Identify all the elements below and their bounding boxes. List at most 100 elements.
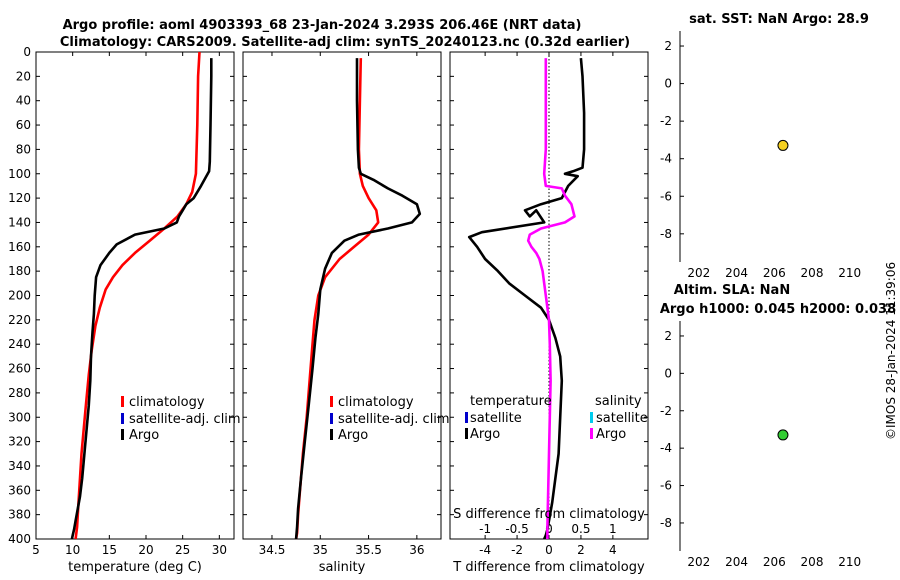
x-tick-label: 202 bbox=[687, 266, 710, 280]
series-line-argo bbox=[70, 58, 213, 540]
x-tick-label: 206 bbox=[763, 555, 786, 569]
y-tick-label: 0 bbox=[664, 366, 672, 380]
sst-points bbox=[777, 139, 789, 151]
legend-swatch-s-satellite bbox=[590, 412, 593, 423]
x-tick-label: 1 bbox=[609, 522, 617, 536]
difference-xticks: -4 -2 0 2 4 bbox=[479, 52, 617, 557]
difference-legend: temperature salinity satellite Argo sate… bbox=[465, 394, 648, 442]
y-tick-label: -4 bbox=[660, 441, 672, 455]
x-tick-label: 4 bbox=[609, 543, 617, 557]
legend-label-satellite-adj: satellite-adj. clim bbox=[129, 412, 241, 427]
difference-panel: -4 -2 0 2 4 -1 -0.5 0 0.5 1 S difference from cl… bbox=[449, 51, 649, 575]
sla-yticks: 2 0 -2 -4 -6 -8 bbox=[660, 329, 684, 530]
temperature-xticks: 5 10 15 20 25 30 bbox=[32, 52, 227, 557]
y-tick-label: 0 bbox=[23, 45, 31, 59]
x-tick-label: 2 bbox=[577, 543, 585, 557]
legend-swatch-satellite-adj bbox=[330, 413, 333, 424]
y-tick-label: -2 bbox=[660, 114, 672, 128]
x-tick-label: 20 bbox=[138, 543, 153, 557]
temperature-xlabel: temperature (deg C) bbox=[68, 560, 202, 575]
legend-label-t-satellite: satellite bbox=[470, 411, 522, 426]
sla-points bbox=[777, 429, 789, 441]
y-tick-label: 400 bbox=[8, 532, 31, 546]
x-tick-label: 0 bbox=[545, 543, 553, 557]
y-tick-label: 300 bbox=[8, 410, 31, 424]
y-tick-label: 320 bbox=[8, 435, 31, 449]
temperature-legend: climatology satellite-adj. clim Argo bbox=[121, 395, 241, 443]
x-tick-label: 5 bbox=[32, 543, 40, 557]
legend-swatch-t-satellite bbox=[465, 412, 468, 423]
y-tick-label: 360 bbox=[8, 483, 31, 497]
sst-xticks: 202 204 206 208 210 bbox=[687, 266, 861, 280]
legend-label-climatology: climatology bbox=[129, 395, 205, 410]
salinity-panel: 34.5 35 35.5 36 salinity climatology satell… bbox=[242, 51, 450, 575]
salinity-legend: climatology satellite-adj. clim Argo bbox=[330, 395, 450, 443]
series-line-climatology bbox=[74, 51, 201, 540]
y-tick-label: -2 bbox=[660, 404, 672, 418]
legend-label-satellite-adj: satellite-adj. clim bbox=[338, 412, 450, 427]
x-tick-label: 0.5 bbox=[571, 522, 590, 536]
y-tick-label: 180 bbox=[8, 264, 31, 278]
y-tick-label: -8 bbox=[660, 516, 672, 530]
y-tick-label: 260 bbox=[8, 362, 31, 376]
salinity-lines bbox=[294, 58, 422, 540]
y-tick-label: 380 bbox=[8, 508, 31, 522]
legend-label-s-argo: Argo bbox=[596, 427, 626, 442]
legend-swatch-argo bbox=[121, 429, 124, 440]
sst-title: sat. SST: NaN Argo: 28.9 bbox=[689, 12, 869, 27]
legend-label-climatology: climatology bbox=[338, 395, 414, 410]
legend-swatch-t-argo bbox=[465, 428, 468, 439]
x-tick-label: 204 bbox=[725, 266, 748, 280]
x-tick-label: -4 bbox=[479, 543, 491, 557]
difference-xlabel: T difference from climatology bbox=[452, 560, 645, 575]
y-tick-label: 40 bbox=[16, 94, 31, 108]
profile-location-point bbox=[777, 139, 789, 151]
x-tick-label: 210 bbox=[838, 555, 861, 569]
x-tick-label: 25 bbox=[175, 543, 190, 557]
x-tick-label: 30 bbox=[212, 543, 227, 557]
y-tick-label: 20 bbox=[16, 69, 31, 83]
x-tick-label: 208 bbox=[801, 266, 824, 280]
x-tick-label: 34.5 bbox=[259, 543, 286, 557]
profile-location-point bbox=[777, 429, 789, 441]
y-tick-label: 120 bbox=[8, 191, 31, 205]
difference-yticks bbox=[450, 51, 648, 540]
x-tick-label: 35 bbox=[313, 543, 328, 557]
legend-label-argo: Argo bbox=[129, 428, 159, 443]
legend-label-s-satellite: satellite bbox=[596, 411, 648, 426]
series-line-t-argo-climatology bbox=[467, 57, 586, 540]
x-tick-label: 0 bbox=[545, 522, 553, 536]
temperature-yticks: 0 20 40 60 80 100 120 140 160 180 200 220 240 260 280 3… bbox=[8, 45, 234, 546]
temperature-lines bbox=[70, 51, 213, 540]
sla-title: Altim. SLA: NaN bbox=[674, 283, 790, 298]
x-tick-label: 36 bbox=[409, 543, 424, 557]
legend-swatch-s-argo bbox=[590, 428, 593, 439]
legend-header-temperature: temperature bbox=[470, 394, 552, 409]
y-tick-label: 100 bbox=[8, 167, 31, 181]
salinity-xticks: 34.5 35 35.5 36 bbox=[259, 52, 424, 557]
y-tick-label: 80 bbox=[16, 142, 31, 156]
temperature-axes-frame bbox=[35, 51, 235, 540]
y-tick-label: 2 bbox=[664, 329, 672, 343]
y-tick-label: -8 bbox=[660, 227, 672, 241]
x-tick-label: -2 bbox=[511, 543, 523, 557]
y-tick-label: 340 bbox=[8, 459, 31, 473]
y-tick-label: 60 bbox=[16, 118, 31, 132]
y-tick-label: 200 bbox=[8, 289, 31, 303]
x-tick-label: 202 bbox=[687, 555, 710, 569]
difference-top-xlabel: S difference from climatology bbox=[453, 507, 645, 522]
y-tick-label: 280 bbox=[8, 386, 31, 400]
series-line-climatology bbox=[294, 58, 380, 540]
legend-swatch-climatology bbox=[121, 396, 124, 407]
x-tick-label: 35.5 bbox=[355, 543, 382, 557]
legend-swatch-satellite-adj bbox=[121, 413, 124, 424]
x-tick-label: 208 bbox=[801, 555, 824, 569]
legend-label-argo: Argo bbox=[338, 428, 368, 443]
figure-title-line1: Argo profile: aoml 4903393_68 23-Jan-202… bbox=[63, 18, 582, 33]
salinity-xlabel: salinity bbox=[319, 560, 366, 575]
legend-header-salinity: salinity bbox=[595, 394, 642, 409]
x-tick-label: 15 bbox=[102, 543, 117, 557]
legend-swatch-climatology bbox=[330, 396, 333, 407]
imos-timestamp: ©IMOS 28-Jan-2024 11:39:06 bbox=[884, 262, 898, 440]
y-tick-label: 0 bbox=[664, 77, 672, 91]
